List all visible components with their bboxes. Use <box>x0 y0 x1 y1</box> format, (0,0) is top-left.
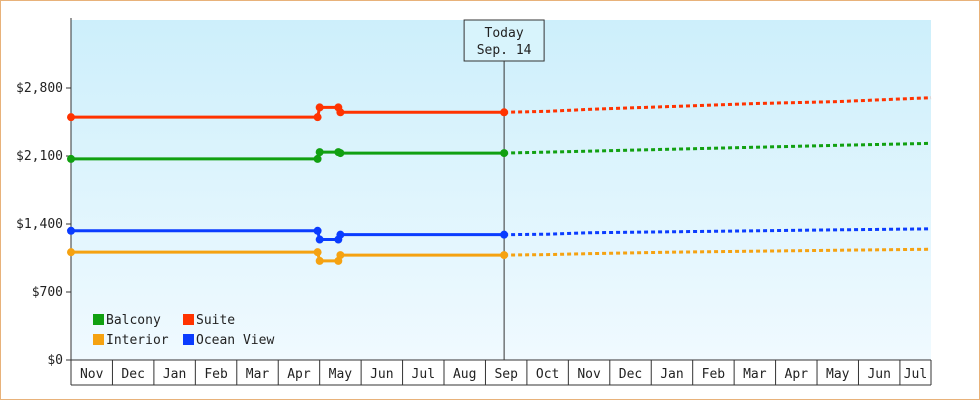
x-tick-label: Jun <box>867 367 890 382</box>
y-tick-label: $700 <box>32 285 63 300</box>
x-tick-label: Mar <box>246 367 270 382</box>
x-tick-label: Apr <box>785 367 809 382</box>
series-ocean-view-forecast <box>504 227 932 237</box>
series-ocean-view-point <box>315 235 324 244</box>
x-tick-label: Feb <box>204 367 228 382</box>
series-interior-point <box>315 256 324 265</box>
plot-area <box>71 20 931 360</box>
series-ocean-view-point <box>500 230 509 239</box>
series-interior-point <box>313 248 322 257</box>
x-tick-label: Mar <box>743 367 767 382</box>
series-suite-forecast <box>504 96 932 114</box>
legend-swatch-suite <box>183 314 194 325</box>
series-ocean-view-point <box>336 230 345 239</box>
x-tick-label: May <box>329 367 353 382</box>
x-tick-label: May <box>826 367 850 382</box>
series-balcony-point <box>67 154 75 163</box>
series-ocean-view-point <box>313 226 322 235</box>
x-tick-label: Dec <box>619 367 642 382</box>
x-tick-label: Oct <box>536 367 559 382</box>
series-balcony-point <box>500 149 509 158</box>
x-axis: Nov Dec Jan Feb Mar Apr May Jun Jul Aug Sep Oct Nov D… <box>70 359 932 386</box>
today-marker: Today Sep. 14 <box>463 19 545 360</box>
series-suite-point <box>67 113 75 122</box>
x-tick-label: Nov <box>80 367 104 382</box>
x-tick-label: Jul <box>412 367 435 382</box>
series-suite-history <box>71 105 505 119</box>
x-tick-label: Apr <box>287 367 311 382</box>
series-ocean-view-history <box>71 229 505 242</box>
y-tick-label: $2,100 <box>16 149 63 164</box>
series-ocean-view-point <box>67 226 75 235</box>
legend-swatch-interior <box>93 334 104 345</box>
x-tick-label: Sep <box>494 367 518 382</box>
series-interior-point <box>67 248 75 257</box>
x-tick-label: Dec <box>121 367 144 382</box>
series-suite-point <box>315 103 324 112</box>
series-balcony-point <box>336 149 345 158</box>
y-tick-label: $0 <box>47 353 63 368</box>
series-interior-history <box>71 250 505 263</box>
series-balcony-point <box>315 148 324 157</box>
series-balcony-history <box>71 150 505 161</box>
series-suite-point <box>336 108 345 117</box>
series-balcony-point <box>313 154 322 163</box>
today-date: Sep. 14 <box>477 43 532 58</box>
series-suite-point <box>500 108 509 117</box>
today-label-box <box>463 19 545 62</box>
legend-label-ocean-view: Ocean View <box>196 333 274 348</box>
legend-swatch-balcony <box>93 314 104 325</box>
y-tick-label: $2,800 <box>16 81 63 96</box>
x-tick-label: Jul <box>904 367 927 382</box>
legend: Balcony Suite Interior Ocean View <box>93 313 274 348</box>
x-tick-label: Nov <box>577 367 601 382</box>
legend-label-balcony: Balcony <box>106 313 161 328</box>
x-tick-label: Feb <box>702 367 726 382</box>
x-tick-label: Jan <box>163 367 186 382</box>
x-tick-label: Aug <box>453 367 476 382</box>
x-tick-label: Jun <box>370 367 393 382</box>
legend-label-interior: Interior <box>106 333 169 348</box>
y-axis: $0 $700 $1,400 $2,100 $2,800 <box>16 18 72 368</box>
series-balcony-forecast <box>504 141 932 155</box>
series-suite-point <box>313 113 322 122</box>
series-lines <box>67 96 932 265</box>
legend-label-suite: Suite <box>196 313 235 328</box>
y-tick-label: $1,400 <box>16 217 63 232</box>
x-tick-label: Jan <box>660 367 683 382</box>
series-interior-point <box>500 251 509 260</box>
series-interior-forecast <box>504 247 932 257</box>
series-interior-point <box>336 251 345 260</box>
today-label: Today <box>485 26 524 41</box>
legend-swatch-ocean-view <box>183 334 194 345</box>
